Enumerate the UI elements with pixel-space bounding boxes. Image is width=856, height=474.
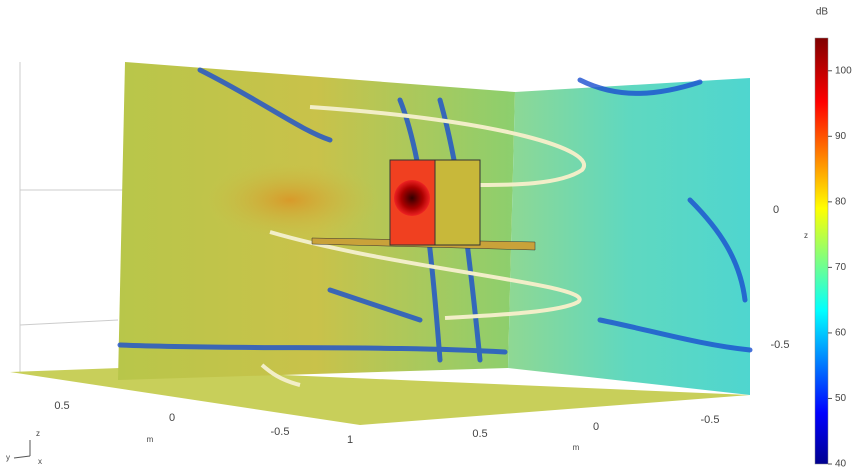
y-tick-label: -0.5 [271,426,290,438]
y-unit: m [147,435,154,444]
axis-frame [20,62,125,372]
y-tick-label: 0.5 [54,400,69,412]
colorbar-label: dB [816,7,829,18]
colorbar-tick-label: 40 [835,459,847,469]
triad-label: x [38,457,42,466]
colorbar [815,38,828,464]
z-unit: z [804,231,808,240]
source [394,180,430,216]
x-tick-label: 0.5 [472,428,487,440]
z-tick-label: 0 [773,204,779,216]
colorbar-tick-label: 100 [835,65,852,76]
z-tick-label: -0.5 [771,339,790,351]
x-tick-label: 0 [593,421,599,433]
x-unit: m [573,443,580,452]
colorbar-tick-label: 70 [835,262,847,273]
colorbar-tick-label: 60 [835,328,847,339]
y-tick-label: 0 [169,412,175,424]
triad [14,456,30,458]
colorbar-tick-label: 80 [835,196,847,207]
right-wall [508,78,750,395]
x-tick-label: -0.5 [701,414,720,426]
y-tick-label: 1 [347,434,353,446]
triad-label: z [36,429,40,438]
hot-spot [200,160,380,240]
colorbar-tick-label: 50 [835,393,847,404]
colorbar-tick-label: 90 [835,131,847,142]
box-side [435,160,480,245]
triad-label: y [6,453,10,462]
scene: dB 0.5 0 -0.5 1 m 0.5 0 -0.5 m 0 -0.5 z … [0,0,856,469]
